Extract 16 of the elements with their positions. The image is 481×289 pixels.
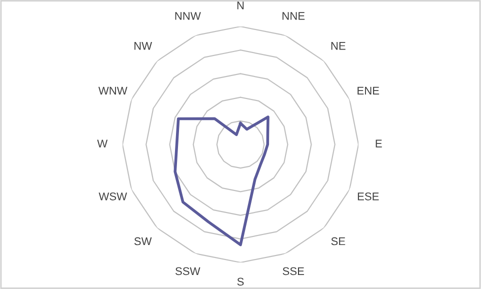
spoke-label: WSW (98, 192, 128, 200)
spoke-label: SSW (175, 267, 200, 276)
spoke-label: NNE (282, 12, 305, 20)
spoke-label: SW (134, 237, 152, 246)
spoke-label: WNW (98, 86, 128, 95)
spoke-label: E (376, 140, 382, 148)
spoke-label: NW (134, 42, 152, 50)
spoke-label: SSE (282, 267, 304, 276)
spoke-label: SE (331, 237, 346, 246)
spoke-label: NE (331, 42, 346, 50)
spoke-label: N (237, 2, 244, 10)
spoke-label: S (237, 278, 244, 286)
spoke-label: W (97, 140, 108, 148)
spoke-label: ENE (358, 86, 380, 95)
spoke-label: NNW (175, 12, 201, 20)
spoke-label: ESE (358, 192, 379, 200)
